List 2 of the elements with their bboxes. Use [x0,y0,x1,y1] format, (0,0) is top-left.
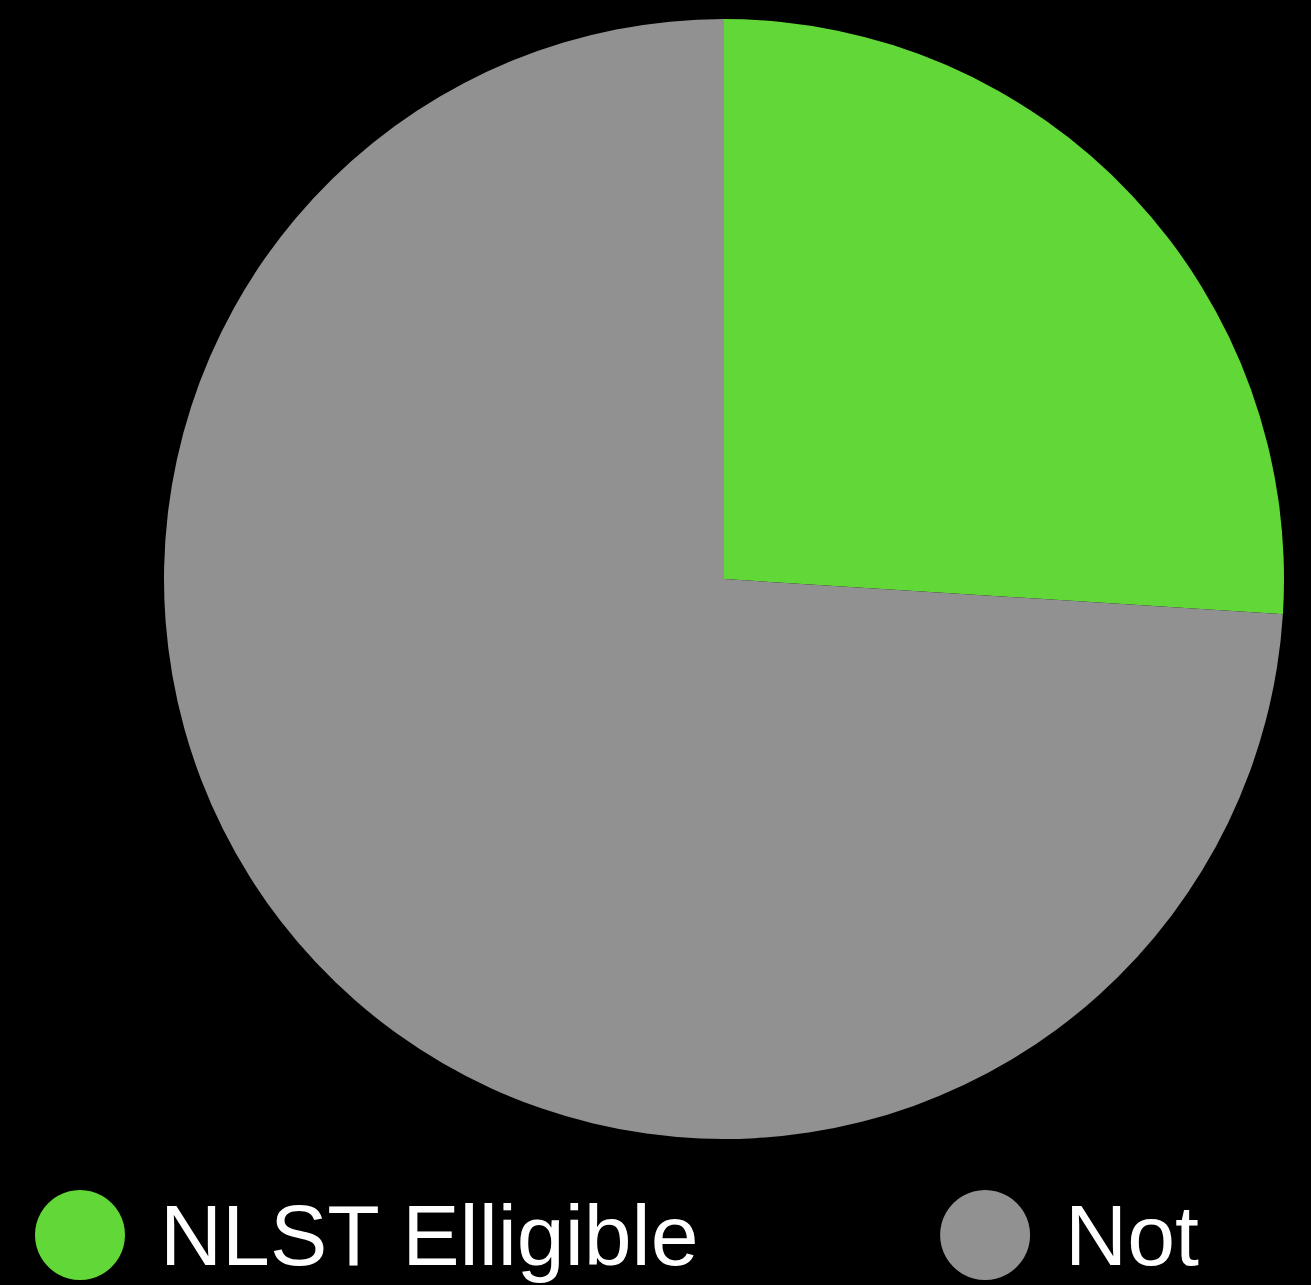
legend-label: Not [1065,1187,1200,1283]
legend-label: NLST Elligible [160,1187,699,1283]
